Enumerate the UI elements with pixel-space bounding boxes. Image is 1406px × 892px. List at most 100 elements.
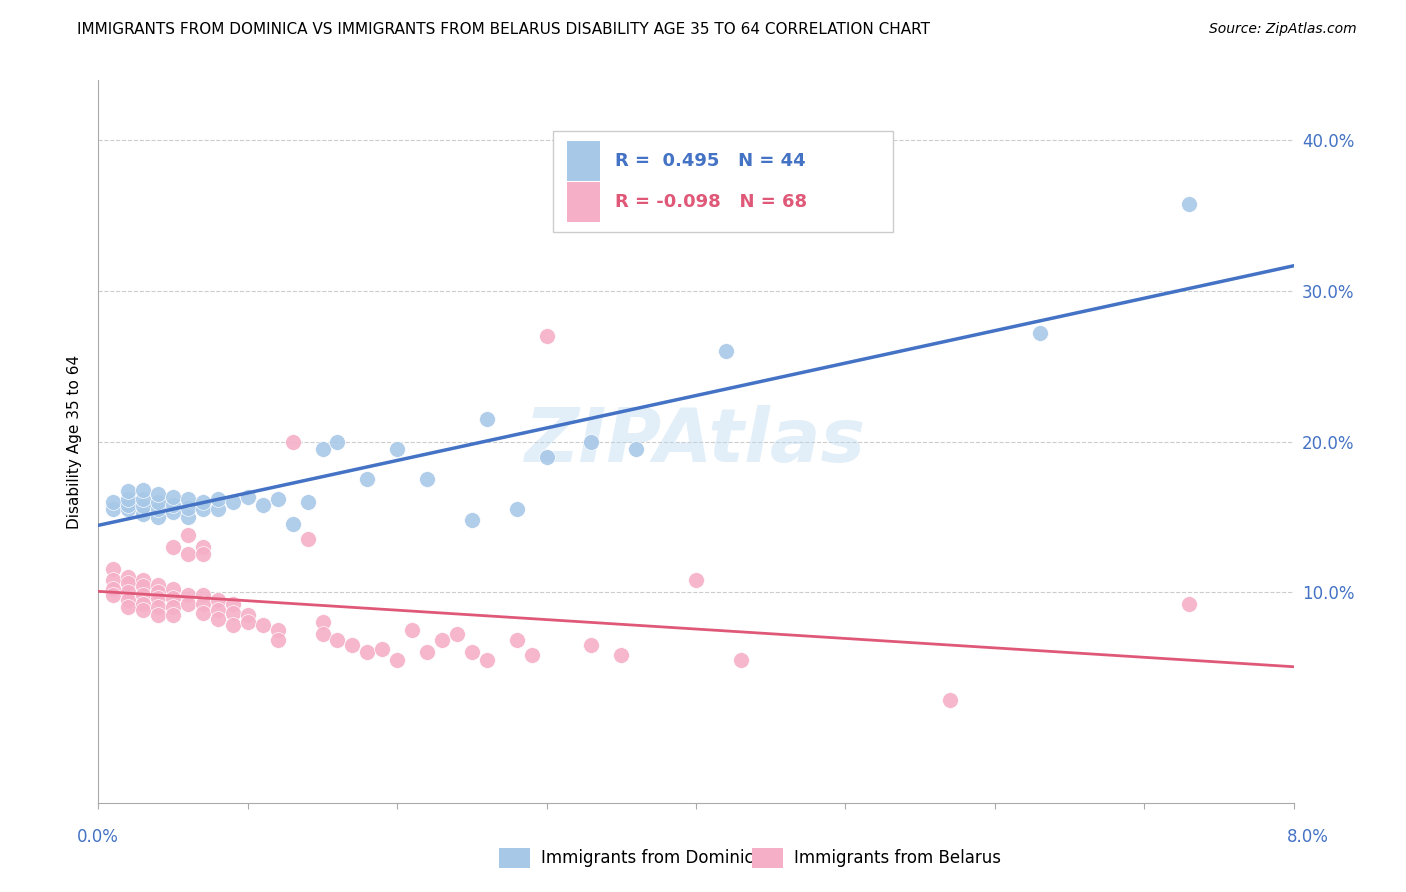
Point — [132, 573, 155, 587]
Point — [177, 597, 200, 611]
Point — [685, 573, 707, 587]
Point — [162, 490, 184, 504]
Point — [356, 645, 378, 659]
Point — [581, 638, 603, 652]
Point — [103, 502, 125, 516]
Point — [311, 627, 333, 641]
Point — [132, 579, 155, 593]
Point — [281, 517, 304, 532]
Point — [132, 491, 155, 506]
Point — [117, 576, 139, 591]
Point — [297, 494, 319, 508]
Text: IMMIGRANTS FROM DOMINICA VS IMMIGRANTS FROM BELARUS DISABILITY AGE 35 TO 64 CORR: IMMIGRANTS FROM DOMINICA VS IMMIGRANTS F… — [77, 22, 931, 37]
Text: 0.0%: 0.0% — [77, 828, 120, 846]
Point — [342, 638, 364, 652]
Point — [148, 600, 170, 615]
Point — [267, 491, 290, 506]
Point — [132, 500, 155, 514]
Point — [117, 600, 139, 615]
Point — [148, 487, 170, 501]
Point — [267, 623, 290, 637]
Point — [281, 434, 304, 449]
Point — [191, 540, 214, 554]
Point — [132, 507, 155, 521]
Point — [177, 509, 200, 524]
Point — [401, 623, 423, 637]
Point — [117, 484, 139, 499]
Point — [222, 494, 245, 508]
Point — [475, 653, 498, 667]
Point — [297, 533, 319, 547]
Point — [162, 591, 184, 606]
Point — [177, 491, 200, 506]
Point — [148, 509, 170, 524]
Point — [536, 450, 558, 464]
Text: Source: ZipAtlas.com: Source: ZipAtlas.com — [1209, 22, 1357, 37]
Point — [132, 483, 155, 497]
FancyBboxPatch shape — [567, 141, 600, 181]
Point — [222, 597, 245, 611]
Point — [117, 498, 139, 512]
Point — [252, 618, 274, 632]
Point — [385, 653, 409, 667]
Point — [311, 615, 333, 630]
Point — [714, 344, 737, 359]
Point — [1028, 326, 1050, 340]
Point — [162, 607, 184, 622]
Point — [430, 633, 453, 648]
Point — [236, 607, 259, 622]
Point — [191, 494, 214, 508]
Point — [162, 540, 184, 554]
Point — [461, 513, 484, 527]
Point — [236, 615, 259, 630]
Text: Immigrants from Belarus: Immigrants from Belarus — [794, 849, 1001, 867]
Point — [177, 528, 200, 542]
Point — [356, 472, 378, 486]
Point — [252, 498, 274, 512]
Point — [207, 502, 229, 516]
Point — [162, 582, 184, 596]
Point — [506, 633, 529, 648]
Point — [148, 494, 170, 508]
Point — [385, 442, 409, 456]
Point — [191, 588, 214, 602]
Point — [939, 693, 962, 707]
Point — [1178, 196, 1201, 211]
Text: R = -0.098   N = 68: R = -0.098 N = 68 — [614, 193, 807, 211]
FancyBboxPatch shape — [553, 131, 893, 232]
Point — [103, 494, 125, 508]
Y-axis label: Disability Age 35 to 64: Disability Age 35 to 64 — [67, 354, 83, 529]
Point — [311, 442, 333, 456]
Point — [610, 648, 633, 663]
Point — [267, 633, 290, 648]
Point — [207, 491, 229, 506]
Point — [536, 329, 558, 343]
Point — [117, 502, 139, 516]
Point — [207, 603, 229, 617]
Point — [207, 592, 229, 607]
Point — [103, 562, 125, 576]
Text: ZIPAtlas: ZIPAtlas — [526, 405, 866, 478]
Point — [148, 591, 170, 606]
Point — [626, 442, 648, 456]
Point — [222, 618, 245, 632]
Point — [222, 606, 245, 620]
Point — [132, 588, 155, 602]
Point — [326, 434, 349, 449]
Point — [177, 588, 200, 602]
Point — [103, 582, 125, 596]
Point — [132, 603, 155, 617]
Point — [103, 573, 125, 587]
Point — [162, 498, 184, 512]
Text: 8.0%: 8.0% — [1286, 828, 1329, 846]
Point — [191, 548, 214, 562]
Point — [117, 491, 139, 506]
Point — [191, 597, 214, 611]
Point — [191, 502, 214, 516]
Point — [148, 577, 170, 591]
Point — [475, 412, 498, 426]
Point — [446, 627, 468, 641]
Point — [148, 585, 170, 599]
Point — [162, 505, 184, 519]
Point — [326, 633, 349, 648]
